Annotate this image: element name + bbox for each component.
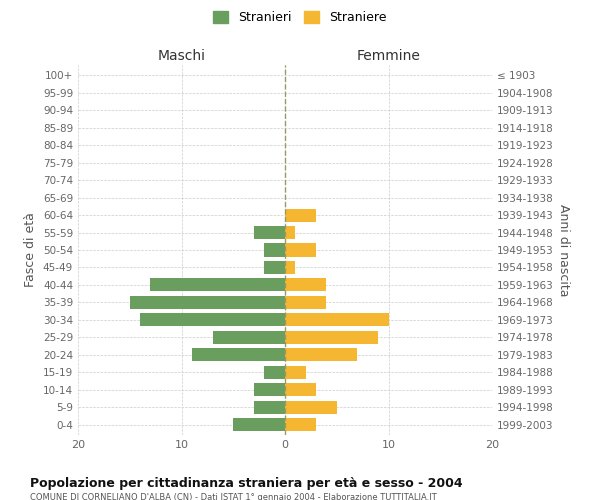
Bar	[285, 330, 378, 344]
Bar	[140, 314, 285, 326]
Bar	[285, 418, 316, 431]
Bar	[254, 226, 285, 239]
Bar	[285, 383, 316, 396]
Y-axis label: Anni di nascita: Anni di nascita	[557, 204, 570, 296]
Bar	[285, 278, 326, 291]
Bar	[212, 330, 285, 344]
Bar	[285, 261, 295, 274]
Bar	[233, 418, 285, 431]
Bar	[254, 400, 285, 413]
Bar	[130, 296, 285, 309]
Bar	[265, 366, 285, 378]
Bar	[285, 244, 316, 256]
Bar	[285, 314, 389, 326]
Bar	[285, 400, 337, 413]
Text: Popolazione per cittadinanza straniera per età e sesso - 2004: Popolazione per cittadinanza straniera p…	[30, 478, 463, 490]
Bar	[285, 208, 316, 222]
Bar	[265, 261, 285, 274]
Bar	[192, 348, 285, 362]
Text: Maschi: Maschi	[157, 50, 205, 64]
Y-axis label: Fasce di età: Fasce di età	[25, 212, 37, 288]
Bar	[265, 244, 285, 256]
Text: Femmine: Femmine	[356, 50, 421, 64]
Bar	[285, 348, 358, 362]
Text: COMUNE DI CORNELIANO D'ALBA (CN) - Dati ISTAT 1° gennaio 2004 - Elaborazione TUT: COMUNE DI CORNELIANO D'ALBA (CN) - Dati …	[30, 492, 437, 500]
Bar	[151, 278, 285, 291]
Bar	[254, 383, 285, 396]
Bar	[285, 226, 295, 239]
Legend: Stranieri, Straniere: Stranieri, Straniere	[208, 6, 392, 29]
Bar	[285, 366, 306, 378]
Bar	[285, 296, 326, 309]
